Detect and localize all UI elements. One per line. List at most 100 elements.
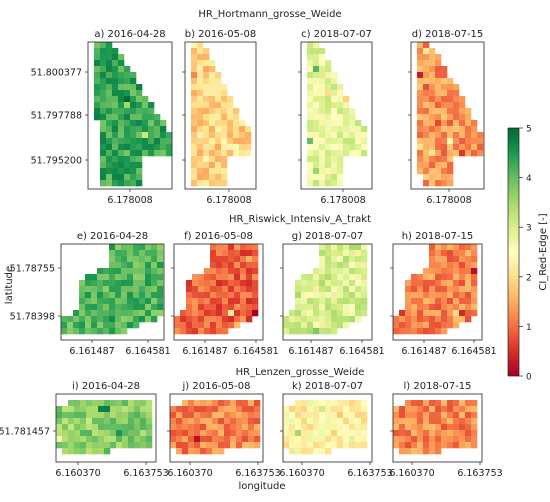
heatmap-cell	[116, 424, 123, 431]
heatmap-cell	[441, 424, 448, 431]
heatmap-cell	[252, 250, 259, 257]
heatmap-cell	[68, 418, 75, 425]
heatmap-cell	[224, 436, 231, 443]
heatmap-cell	[154, 144, 161, 151]
heatmap-cell	[429, 322, 436, 329]
heatmap-cell	[109, 292, 116, 299]
heatmap-cell	[429, 102, 436, 109]
heatmap-cell	[236, 412, 243, 419]
heatmap-panel: c) 2018-07-076.178008	[298, 29, 373, 206]
heatmap-cell	[191, 84, 198, 91]
heatmap-cell	[355, 424, 362, 431]
heatmap-cell	[203, 126, 210, 133]
heatmap-cell	[313, 424, 320, 431]
heatmap-cell	[106, 66, 113, 73]
heatmap-cell	[160, 126, 167, 133]
heatmap-cell	[209, 174, 216, 181]
heatmap-cell	[343, 244, 350, 251]
heatmap-cell	[182, 412, 189, 419]
heatmap-cell	[423, 96, 430, 103]
heatmap-cell	[337, 418, 344, 425]
heatmap-cell	[112, 162, 119, 169]
heatmap-cell	[221, 156, 228, 163]
heatmap-cell	[471, 310, 478, 317]
heatmap-cell	[191, 138, 198, 145]
heatmap-cell	[127, 310, 134, 317]
heatmap-cell	[139, 316, 146, 323]
heatmap-cell	[307, 286, 314, 293]
panel-title: f) 2016-05-08	[184, 231, 253, 242]
heatmap-cell	[100, 60, 107, 67]
heatmap-cell	[295, 316, 302, 323]
heatmap-cell	[74, 418, 81, 425]
heatmap-cell	[194, 424, 201, 431]
heatmap-cell	[417, 448, 424, 455]
heatmap-cell	[85, 298, 92, 305]
heatmap-cell	[405, 322, 412, 329]
heatmap-cell	[423, 418, 430, 425]
heatmap-cell	[295, 322, 302, 329]
heatmap-cell	[325, 108, 332, 115]
heatmap-cell	[128, 418, 135, 425]
heatmap-cell	[411, 280, 418, 287]
heatmap-cell	[157, 280, 164, 287]
heatmap-cell	[124, 66, 131, 73]
heatmap-cell	[417, 168, 424, 175]
heatmap-cell	[417, 162, 424, 169]
heatmap-cell	[343, 304, 350, 311]
heatmap-cell	[228, 250, 235, 257]
heatmap-cell	[206, 436, 213, 443]
heatmap-cells	[393, 400, 478, 455]
heatmap-cell	[130, 174, 137, 181]
heatmap-cell	[212, 436, 219, 443]
heatmap-cell	[325, 168, 332, 175]
heatmap-cell	[103, 316, 110, 323]
heatmap-cell	[349, 144, 356, 151]
heatmap-cell	[222, 256, 229, 263]
heatmap-cell	[331, 250, 338, 257]
heatmap-cell	[170, 442, 177, 449]
heatmap-cell	[130, 78, 137, 85]
heatmap-cell	[331, 304, 338, 311]
heatmap-cell	[103, 268, 110, 275]
heatmap-cell	[204, 268, 211, 275]
heatmap-cell	[104, 448, 111, 455]
heatmap-cell	[130, 96, 137, 103]
heatmap-cell	[191, 96, 198, 103]
heatmap-cell	[191, 102, 198, 109]
heatmap-cell	[337, 108, 344, 115]
heatmap-cell	[106, 156, 113, 163]
heatmap-cells	[417, 42, 484, 187]
heatmap-cell	[234, 322, 241, 329]
heatmap-cell	[441, 406, 448, 413]
heatmap-cell	[206, 448, 213, 455]
heatmap-cell	[429, 298, 436, 305]
heatmap-cell	[343, 144, 350, 151]
heatmap-cell	[319, 84, 326, 91]
heatmap-cell	[239, 138, 246, 145]
heatmap-cell	[289, 406, 296, 413]
heatmap-cell	[355, 256, 362, 263]
heatmap-cell	[197, 48, 204, 55]
heatmap-cell	[319, 54, 326, 61]
x-tick-label: 6.178008	[107, 195, 152, 206]
heatmap-cell	[104, 400, 111, 407]
panel-frame	[300, 41, 373, 190]
heatmap-cell	[331, 286, 338, 293]
heatmap-cell	[349, 316, 356, 323]
heatmap-cell	[127, 250, 134, 257]
heatmap-cell	[393, 442, 400, 449]
heatmap-cell	[118, 180, 125, 187]
heatmap-cell	[399, 448, 406, 455]
heatmap-cell	[145, 244, 152, 251]
heatmap-cell	[319, 168, 326, 175]
heatmap-cell	[435, 54, 442, 61]
heatmap-cell	[361, 280, 368, 287]
heatmap-cell	[197, 102, 204, 109]
heatmap-cell	[405, 310, 412, 317]
heatmap-cell	[295, 400, 302, 407]
heatmap-cell	[115, 268, 122, 275]
heatmap-cell	[254, 406, 261, 413]
heatmap-cell	[130, 162, 137, 169]
heatmap-cell	[459, 256, 466, 263]
